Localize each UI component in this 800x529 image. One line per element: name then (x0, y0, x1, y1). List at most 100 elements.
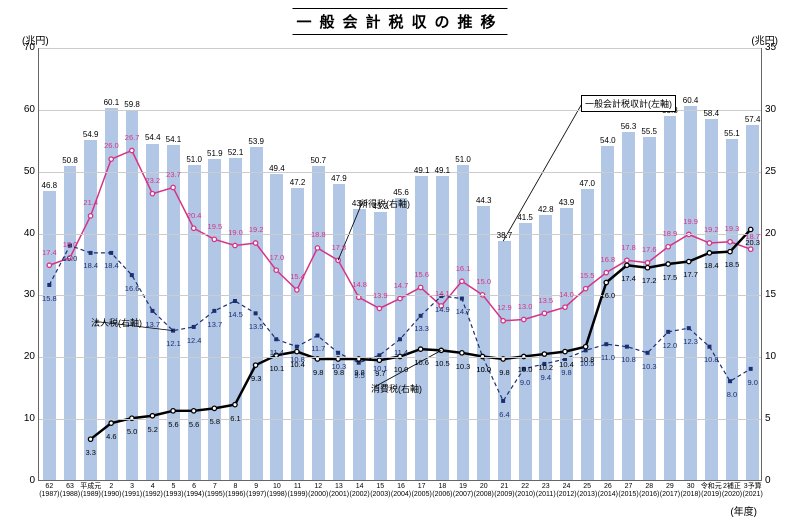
point-value: 14.7 (394, 281, 409, 290)
marker (192, 325, 196, 329)
point-value: 5.6 (189, 420, 199, 429)
point-value: 18.4 (83, 261, 98, 270)
point-value: 12.1 (166, 339, 181, 348)
point-value: 18.0 (63, 240, 78, 249)
marker (748, 247, 752, 251)
y-right-tick: 35 (765, 42, 793, 53)
point-value: 18.4 (104, 261, 119, 270)
marker (192, 409, 196, 413)
series-label: 所得税(右軸) (359, 197, 410, 210)
line-2 (91, 229, 751, 439)
point-value: 10.1 (270, 364, 285, 373)
marker (130, 148, 134, 152)
lines-layer (39, 48, 761, 480)
marker (687, 259, 691, 263)
point-value: 17.5 (663, 273, 678, 282)
bar-value: 55.5 (636, 127, 662, 136)
marker (583, 344, 587, 348)
point-value: 14.5 (228, 310, 243, 319)
marker (645, 266, 649, 270)
point-value: 9.8 (313, 368, 323, 377)
marker (212, 309, 216, 313)
marker (645, 261, 649, 265)
point-value: 9.4 (541, 373, 551, 382)
bar-value: 54.1 (160, 135, 186, 144)
point-value: 12.3 (683, 337, 698, 346)
point-value: 17.6 (642, 245, 657, 254)
point-value: 9.8 (334, 368, 344, 377)
marker (130, 273, 134, 277)
point-value: 13.5 (249, 322, 264, 331)
point-value: 17.2 (642, 276, 657, 285)
point-value: 14.8 (352, 280, 367, 289)
marker (88, 214, 92, 218)
point-value: 14.7 (456, 307, 471, 316)
point-value: 13.9 (373, 291, 388, 300)
series-label: 消費税(右軸) (371, 382, 422, 395)
marker (377, 358, 381, 362)
marker (150, 309, 154, 313)
gridline (39, 295, 761, 296)
marker (47, 283, 51, 287)
marker (192, 226, 196, 230)
marker (295, 349, 299, 353)
marker (274, 268, 278, 272)
marker (604, 342, 608, 346)
point-value: 13.0 (518, 302, 533, 311)
bar-value: 46.8 (36, 181, 62, 190)
y-right-tick: 15 (765, 289, 793, 300)
bar-value: 50.8 (57, 156, 83, 165)
bar-value: 57.4 (740, 115, 766, 124)
point-value: 13.3 (414, 324, 429, 333)
y-right-tick: 0 (765, 475, 793, 486)
bar-value: 55.1 (719, 129, 745, 138)
marker (418, 285, 422, 289)
point-value: 10.0 (394, 365, 409, 374)
marker (460, 351, 464, 355)
point-value: 9.8 (499, 368, 509, 377)
marker (89, 251, 93, 255)
point-value: 19.5 (208, 222, 223, 231)
point-value: 4.6 (106, 432, 116, 441)
chart-title: 一般会計税収の推移 (292, 8, 507, 35)
y-right-tick: 10 (765, 351, 793, 362)
marker (315, 246, 319, 250)
marker (563, 305, 567, 309)
marker (625, 345, 629, 349)
marker (707, 345, 711, 349)
plot-area: (年度) 0102030405060700510152025303546.862… (38, 48, 762, 481)
marker (295, 288, 299, 292)
marker (150, 414, 154, 418)
marker (253, 241, 257, 245)
point-value: 10.6 (414, 358, 429, 367)
point-value: 6.1 (230, 414, 240, 423)
y-right-tick: 30 (765, 104, 793, 115)
y-left-tick: 50 (7, 166, 35, 177)
marker (728, 240, 732, 244)
y-right-tick: 5 (765, 413, 793, 424)
marker (233, 402, 237, 406)
point-value: 17.8 (621, 243, 636, 252)
point-value: 17.8 (332, 243, 347, 252)
bar-value: 54.9 (78, 130, 104, 139)
point-value: 16.0 (601, 291, 616, 300)
point-value: 9.3 (251, 374, 261, 383)
point-value: 26.0 (104, 141, 119, 150)
point-value: 17.4 (42, 248, 57, 257)
point-value: 15.5 (580, 271, 595, 280)
gridline (39, 172, 761, 173)
marker (109, 157, 113, 161)
bar-value: 53.9 (243, 137, 269, 146)
marker (625, 258, 629, 262)
point-value: 19.0 (63, 254, 78, 263)
marker (583, 286, 587, 290)
bar-value: 47.2 (285, 178, 311, 187)
series-label: 一般会計税収計(左軸) (581, 95, 676, 112)
y-left-tick: 10 (7, 413, 35, 424)
point-value: 15.4 (290, 272, 305, 281)
point-value: 12.0 (663, 341, 678, 350)
bar-value: 54.0 (595, 136, 621, 145)
point-value: 11.4 (394, 348, 408, 357)
marker (707, 251, 711, 255)
gridline (39, 48, 761, 49)
